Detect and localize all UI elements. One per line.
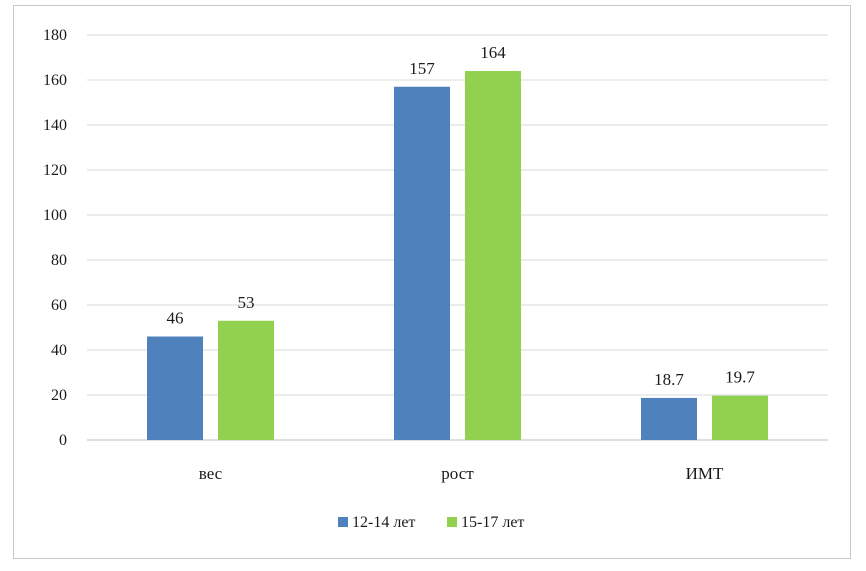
- bar-2-2: [465, 71, 521, 440]
- bar-1-1: [147, 336, 203, 440]
- bar-2-1: [218, 320, 274, 440]
- data-label: 53: [238, 293, 255, 312]
- legend-swatch: [338, 517, 348, 527]
- y-tick-label: 160: [43, 72, 67, 89]
- bar-1-3: [641, 397, 697, 440]
- y-tick-label: 140: [43, 117, 67, 134]
- x-category-label: ИМТ: [686, 464, 724, 483]
- y-tick-label: 100: [43, 207, 67, 224]
- gridlines: [87, 34, 828, 441]
- data-label: 164: [480, 43, 506, 62]
- y-tick-label: 180: [43, 27, 67, 44]
- bars: [147, 71, 768, 440]
- bar-2-3: [712, 395, 768, 440]
- data-labels: 46 53 157 164 18.7 19.7: [167, 43, 756, 389]
- x-axis: вес рост ИМТ: [199, 464, 724, 483]
- legend-label: 12-14 лет: [352, 514, 415, 531]
- y-tick-label: 80: [51, 252, 67, 269]
- legend-swatch: [447, 517, 457, 527]
- x-category-label: рост: [441, 464, 474, 483]
- data-label: 18.7: [654, 370, 684, 389]
- y-tick-label: 20: [51, 387, 67, 404]
- data-label: 19.7: [725, 368, 755, 387]
- bar-1-2: [394, 86, 450, 440]
- data-label: 157: [409, 59, 435, 78]
- data-label: 46: [167, 309, 184, 328]
- y-axis: 0 20 40 60 80 100 120 140 160 180: [43, 27, 67, 449]
- x-category-label: вес: [199, 464, 223, 483]
- legend: 12-14 лет 15-17 лет: [338, 514, 524, 531]
- legend-label: 15-17 лет: [461, 514, 524, 531]
- y-tick-label: 60: [51, 297, 67, 314]
- y-tick-label: 120: [43, 162, 67, 179]
- y-tick-label: 40: [51, 342, 67, 359]
- y-tick-label: 0: [59, 432, 67, 449]
